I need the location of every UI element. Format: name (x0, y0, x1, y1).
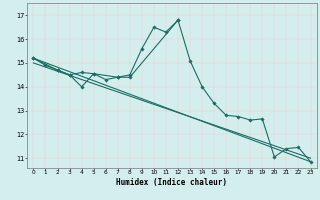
X-axis label: Humidex (Indice chaleur): Humidex (Indice chaleur) (116, 178, 228, 187)
